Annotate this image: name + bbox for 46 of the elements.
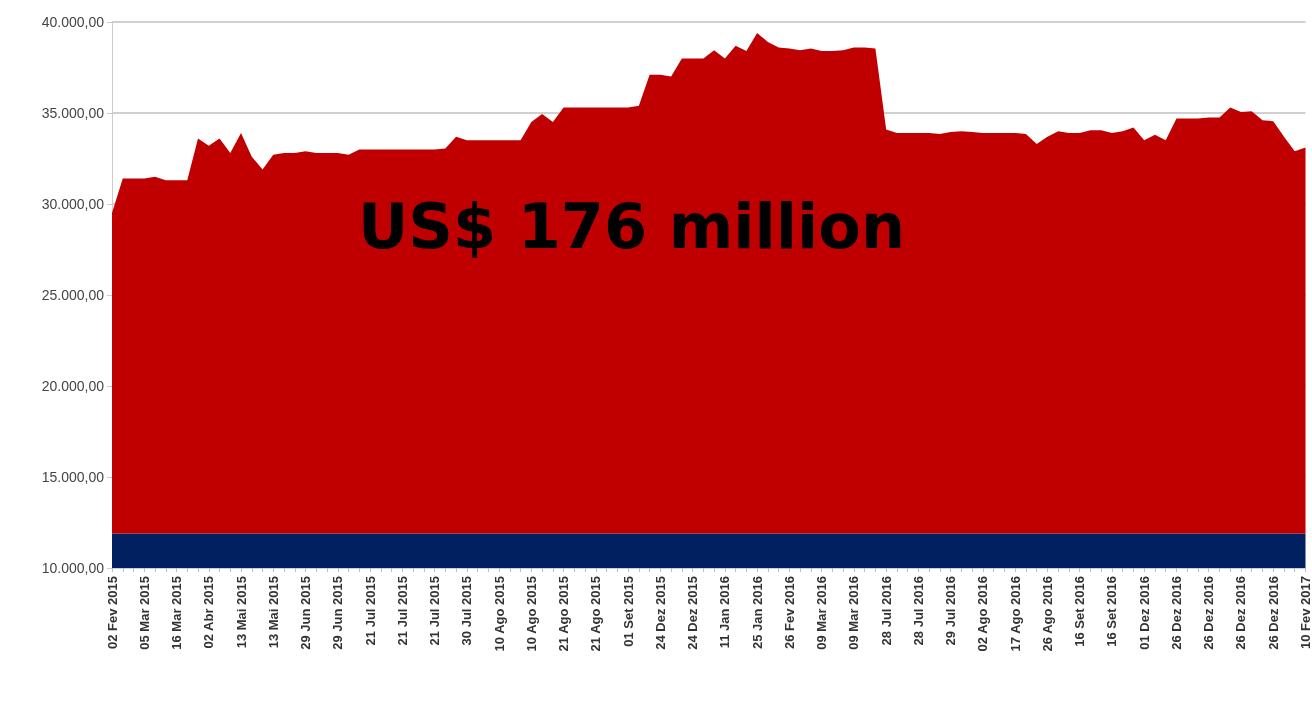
x-tick-label: 21 Ago 2015 (556, 576, 572, 652)
x-tick-label: 26 Dez 2016 (1201, 576, 1217, 650)
x-tick-label: 29 Jul 2016 (943, 576, 959, 646)
y-tick-label: 20.000,00 (41, 378, 105, 394)
x-tick-label: 21 Jul 2015 (427, 576, 443, 646)
x-tick-label: 21 Jul 2015 (394, 576, 410, 646)
x-tick-label: 30 Jul 2015 (459, 576, 475, 646)
annotation: US$ 176 million (358, 189, 906, 263)
x-tick-label: 26 Ago 2016 (1039, 576, 1055, 652)
y-tick-label: 30.000,00 (41, 196, 105, 212)
x-tick-label: 09 Mar 2016 (814, 576, 830, 650)
x-tick-label: 13 Mai 2015 (233, 576, 249, 649)
x-tick-label: 13 Mai 2015 (265, 576, 281, 649)
x-tick-label: 10 Ago 2015 (491, 576, 507, 652)
x-tick-label: 01 Set 2015 (620, 576, 636, 647)
x-tick-label: 24 Dez 2015 (652, 576, 668, 650)
y-tick-label: 35.000,00 (41, 105, 105, 121)
x-tick-label: 29 Jun 2015 (330, 576, 346, 650)
x-tick-label: 01 Dez 2016 (1136, 576, 1152, 650)
x-tick-label: 28 Jul 2016 (878, 576, 894, 646)
x-tick-label: 02 Fev 2015 (104, 576, 120, 650)
x-tick-label: 02 Ago 2016 (975, 576, 991, 652)
x-tick-label: 17 Ago 2016 (1007, 576, 1023, 652)
x-tick-label: 26 Dez 2016 (1233, 576, 1249, 650)
x-tick-label: 24 Dez 2015 (685, 576, 701, 650)
x-tick-label: 28 Jul 2016 (910, 576, 926, 646)
x-tick-label: 05 Mar 2015 (136, 576, 152, 650)
x-tick-label: 16 Mar 2015 (169, 576, 185, 650)
x-tick-label: 02 Abr 2015 (201, 576, 217, 649)
x-tick-label: 26 Fev 2016 (781, 576, 797, 650)
x-tick-label: 09 Mar 2016 (846, 576, 862, 650)
x-tick-label: 26 Dez 2016 (1265, 576, 1281, 650)
x-tick-label: 11 Jan 2016 (717, 576, 733, 649)
x-tick-label: 29 Jun 2015 (298, 576, 314, 650)
x-tick-label: 21 Jul 2015 (362, 576, 378, 646)
x-tick-label: 26 Dez 2016 (1168, 576, 1184, 650)
x-tick-label: 10 Fev 2017 (1298, 576, 1312, 650)
x-tick-label: 21 Ago 2015 (588, 576, 604, 652)
x-tick-label: 25 Jan 2016 (749, 576, 765, 650)
y-tick-label: 15.000,00 (41, 469, 105, 485)
x-tick-label: 16 Set 2016 (1104, 576, 1120, 647)
x-tick-label: 10 Ago 2015 (523, 576, 539, 652)
y-tick-label: 10.000,00 (41, 560, 105, 576)
x-tick-label: 16 Set 2016 (1072, 576, 1088, 647)
y-tick-label: 25.000,00 (41, 287, 105, 303)
y-tick-label: 40.000,00 (41, 14, 105, 30)
